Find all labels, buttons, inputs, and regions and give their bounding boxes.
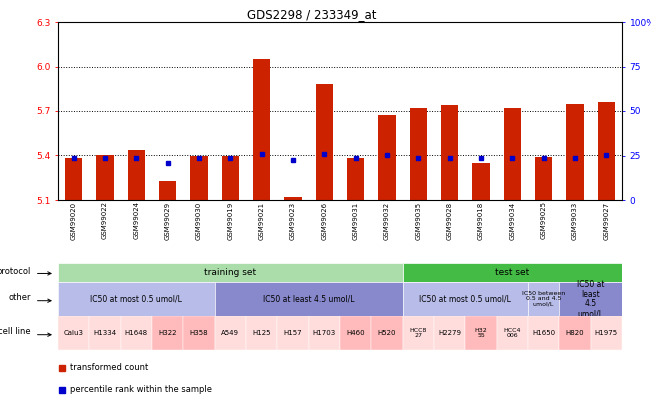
Bar [159,181,176,200]
Bar [316,84,333,200]
Bar [246,316,277,350]
Bar [184,316,215,350]
Text: H1334: H1334 [94,330,117,336]
Bar [58,282,215,316]
Bar [403,263,622,282]
Bar [403,282,528,316]
Text: H460: H460 [346,330,365,336]
Text: H820: H820 [566,330,585,336]
Bar [473,163,490,200]
Bar [284,197,301,200]
Bar [309,316,340,350]
Text: H125: H125 [253,330,271,336]
Text: GDS2298 / 233349_at: GDS2298 / 233349_at [247,8,376,21]
Bar [504,108,521,200]
Text: transformed count: transformed count [70,363,148,372]
Text: other: other [8,293,31,302]
Bar [559,282,622,316]
Text: cell line: cell line [0,327,31,336]
Bar [347,158,365,200]
Bar [434,316,465,350]
Text: IC50 at
least
4.5
umol/L: IC50 at least 4.5 umol/L [577,280,604,318]
Bar [598,102,615,200]
Bar [253,59,270,200]
Text: test set: test set [495,268,529,277]
Bar [566,104,583,200]
Bar [96,155,114,200]
Bar [89,316,120,350]
Text: H32
55: H32 55 [475,328,488,338]
Text: training set: training set [204,268,256,277]
Text: H358: H358 [189,330,208,336]
Bar [403,316,434,350]
Text: Calu3: Calu3 [64,330,84,336]
Bar [535,157,552,200]
Bar [215,316,246,350]
Bar [190,156,208,200]
Text: H157: H157 [284,330,302,336]
Bar [371,316,403,350]
Bar [409,108,427,200]
Bar [128,150,145,200]
Text: H1975: H1975 [595,330,618,336]
Bar [152,316,184,350]
Bar [277,316,309,350]
Bar [465,316,497,350]
Text: IC50 at most 0.5 umol/L: IC50 at most 0.5 umol/L [90,294,182,303]
Bar [559,316,590,350]
Text: H1650: H1650 [532,330,555,336]
Bar [590,316,622,350]
Bar [378,115,396,200]
Bar [65,158,82,200]
Text: protocol: protocol [0,267,31,276]
Bar [58,316,89,350]
Bar [215,282,403,316]
Bar [120,316,152,350]
Text: A549: A549 [221,330,240,336]
Bar [497,316,528,350]
Text: H2279: H2279 [438,330,461,336]
Text: IC50 between
0.5 and 4.5
umol/L: IC50 between 0.5 and 4.5 umol/L [522,291,565,307]
Text: H1648: H1648 [125,330,148,336]
Text: IC50 at least 4.5 umol/L: IC50 at least 4.5 umol/L [263,294,354,303]
Text: H1703: H1703 [312,330,336,336]
Bar [58,263,403,282]
Text: HCC4
006: HCC4 006 [504,328,521,338]
Bar [441,105,458,200]
Text: H520: H520 [378,330,396,336]
Bar [222,156,239,200]
Bar [340,316,371,350]
Text: H322: H322 [158,330,177,336]
Bar [528,316,559,350]
Text: percentile rank within the sample: percentile rank within the sample [70,386,212,394]
Text: IC50 at most 0.5 umol/L: IC50 at most 0.5 umol/L [419,294,511,303]
Bar [528,282,559,316]
Text: HCC8
27: HCC8 27 [409,328,427,338]
